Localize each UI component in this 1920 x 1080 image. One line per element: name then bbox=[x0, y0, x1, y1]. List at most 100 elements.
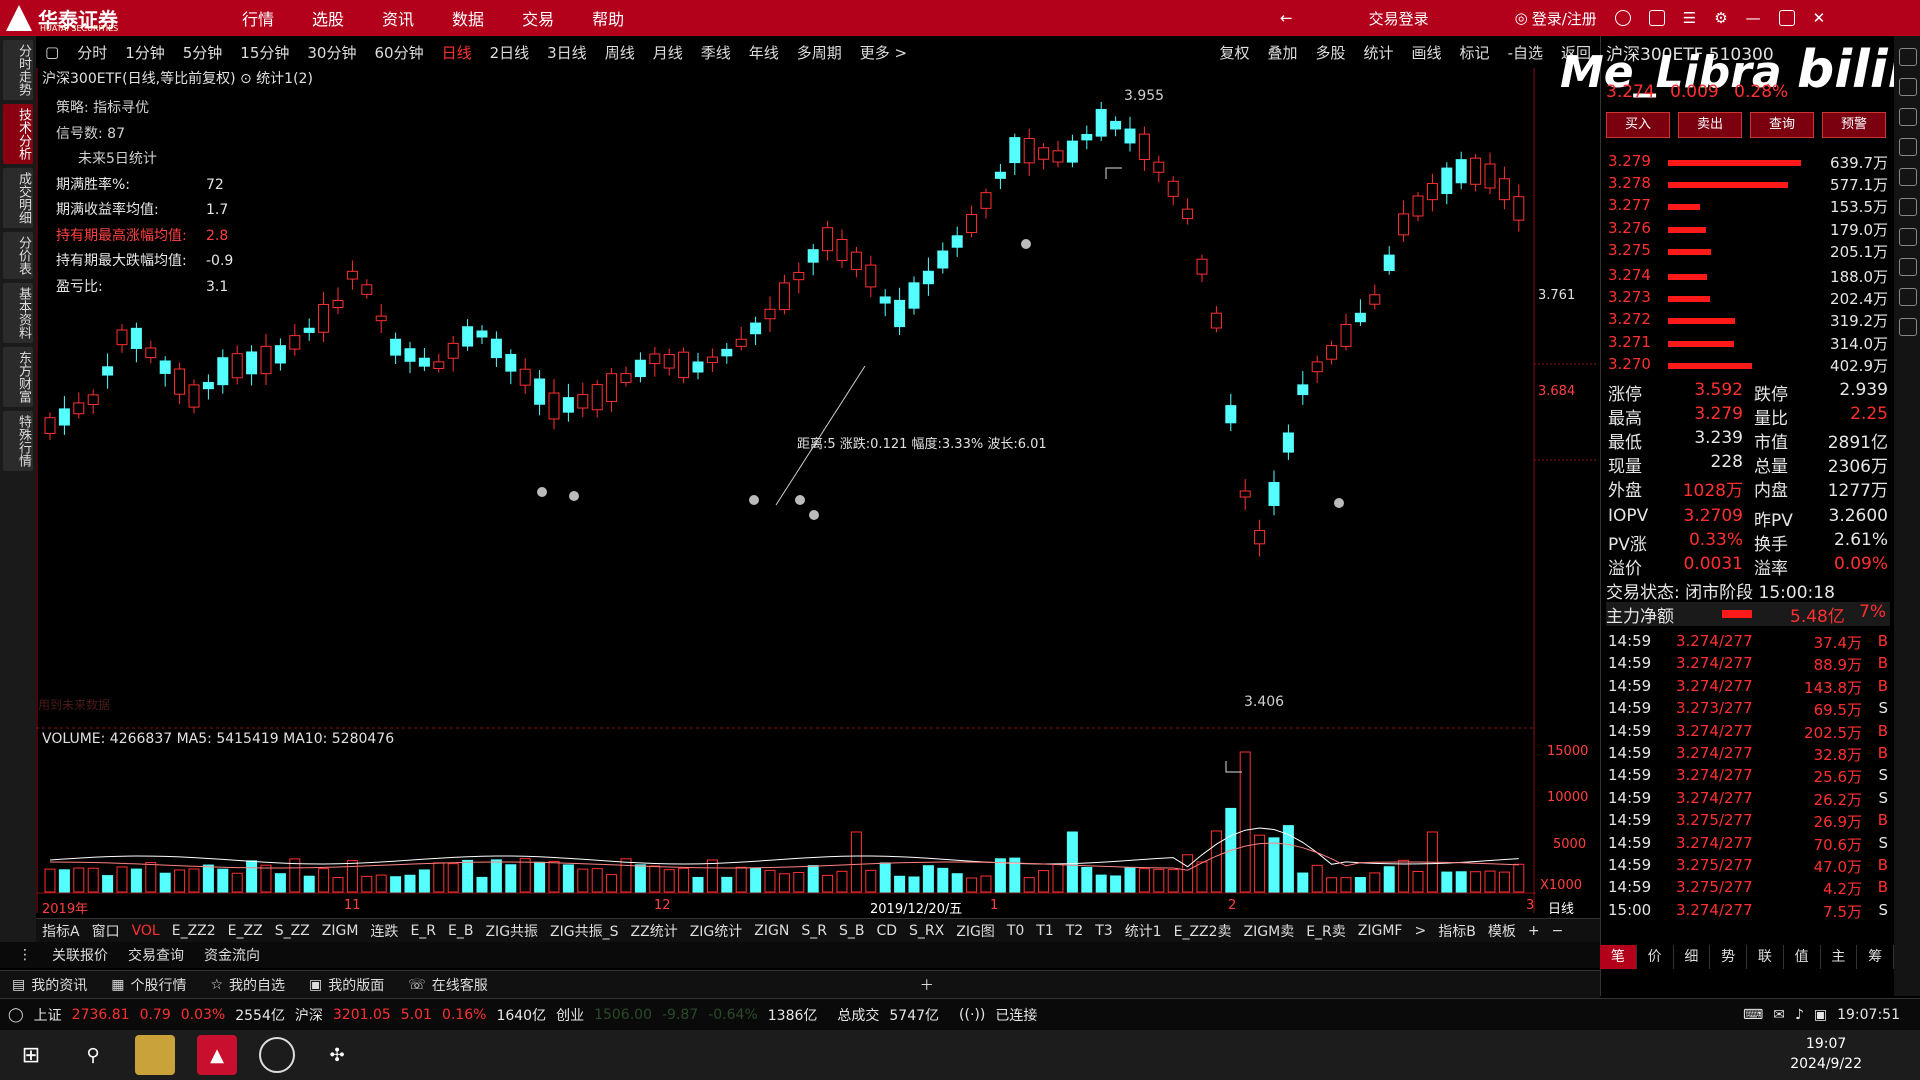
tool-icon[interactable] bbox=[1899, 48, 1917, 66]
query-button[interactable]: 查询 bbox=[1750, 112, 1814, 138]
windows-start-icon[interactable]: ⊞ bbox=[21, 1042, 41, 1068]
indicator-tab[interactable]: 窗口 bbox=[91, 924, 120, 940]
vtab-price-table[interactable]: 分价表 bbox=[3, 232, 33, 279]
refresh-icon[interactable] bbox=[1614, 10, 1631, 26]
order-book-row[interactable]: 3.270 402.9万 bbox=[1608, 355, 1888, 377]
indicator-tab[interactable]: > bbox=[1414, 923, 1427, 939]
back-arrow-icon[interactable]: ← bbox=[1280, 9, 1293, 27]
sh-label[interactable]: 上证 bbox=[33, 1008, 62, 1024]
login-register-link[interactable]: 登录/注册 bbox=[1531, 9, 1597, 28]
list-icon[interactable]: ☰ bbox=[1682, 9, 1697, 27]
period-daily[interactable]: 日线 bbox=[441, 43, 472, 62]
search-icon[interactable]: ⚲ bbox=[86, 1044, 100, 1066]
indicator-tab[interactable]: E_B bbox=[448, 923, 474, 939]
trade-login-button[interactable]: 交易登录 bbox=[1368, 9, 1429, 28]
kline-chart[interactable] bbox=[36, 68, 1600, 918]
period-weekly[interactable]: 周线 bbox=[604, 43, 635, 62]
vtab-technical[interactable]: 技术分析 bbox=[3, 104, 33, 164]
order-book-row[interactable]: 3.277 153.5万 bbox=[1608, 196, 1888, 218]
indicator-tab[interactable]: T0 bbox=[1006, 923, 1025, 939]
indicator-tab[interactable]: E_ZZ bbox=[227, 923, 263, 939]
period-15min[interactable]: 15分钟 bbox=[240, 43, 290, 62]
my-news-link[interactable]: 我的资讯 bbox=[31, 978, 88, 994]
period-monthly[interactable]: 月线 bbox=[652, 43, 683, 62]
order-book-row[interactable]: 3.279 639.7万 bbox=[1608, 152, 1888, 174]
buy-button[interactable]: 买入 bbox=[1606, 112, 1670, 138]
huatai-app-icon[interactable]: ▲ bbox=[197, 1035, 237, 1075]
indicator-tab[interactable]: T1 bbox=[1036, 923, 1054, 939]
tool-icon[interactable] bbox=[1899, 198, 1917, 216]
order-book-row[interactable]: 3.276 179.0万 bbox=[1608, 219, 1888, 241]
indicator-tab[interactable]: ZIGM bbox=[321, 923, 359, 939]
indicator-tab[interactable]: E_ZZ2 bbox=[171, 923, 216, 939]
period-yearly[interactable]: 年线 bbox=[748, 43, 779, 62]
vtab-basic-info[interactable]: 基本资料 bbox=[3, 283, 33, 343]
order-book-row[interactable]: 3.273 202.4万 bbox=[1608, 288, 1888, 310]
period-quarterly[interactable]: 季线 bbox=[700, 43, 731, 62]
app-icon[interactable]: ✣ bbox=[329, 1044, 345, 1066]
browser-icon[interactable] bbox=[259, 1037, 295, 1073]
online-support-link[interactable]: 在线客服 bbox=[431, 978, 488, 994]
indicator-tab[interactable]: ZIG图 bbox=[956, 924, 995, 940]
tab-trade-query[interactable]: 交易查询 bbox=[128, 948, 184, 964]
quote-tab[interactable]: 主 bbox=[1821, 945, 1858, 969]
menu-trade[interactable]: 交易 bbox=[522, 10, 555, 29]
tool-icon[interactable] bbox=[1899, 318, 1917, 336]
chat-icon[interactable]: ✉ bbox=[1773, 1007, 1785, 1023]
indicator-tab[interactable]: ZIG统计 bbox=[689, 924, 743, 940]
quote-tab[interactable]: 笔 bbox=[1600, 945, 1637, 969]
menu-news[interactable]: 资讯 bbox=[382, 10, 415, 29]
add-icon[interactable]: ＋ bbox=[919, 978, 934, 994]
quote-tab[interactable]: 联 bbox=[1747, 945, 1784, 969]
quote-tab[interactable]: 值 bbox=[1784, 945, 1821, 969]
vtab-deals[interactable]: 成交明细 bbox=[3, 168, 33, 228]
tool-icon[interactable] bbox=[1899, 78, 1917, 96]
period-more[interactable]: 更多 > bbox=[859, 43, 908, 62]
indicator-tab[interactable]: ZIG共振 bbox=[485, 924, 539, 940]
indicator-tab[interactable]: 指标B bbox=[1438, 924, 1476, 940]
multi-stock-button[interactable]: 多股 bbox=[1315, 43, 1346, 62]
menu-help[interactable]: 帮助 bbox=[592, 10, 625, 29]
period-multi[interactable]: 多周期 bbox=[796, 43, 842, 62]
user-icon[interactable]: ◎ bbox=[1514, 9, 1528, 27]
camera-icon[interactable]: ▣ bbox=[1813, 1007, 1828, 1023]
indicator-tab[interactable]: 模板 bbox=[1487, 924, 1516, 940]
period-tick[interactable]: 分时 bbox=[77, 43, 108, 62]
indicator-tab[interactable]: ZIG共振_S bbox=[550, 924, 619, 940]
vtab-eastmoney[interactable]: 东方财富 bbox=[3, 347, 33, 407]
indicator-tab[interactable]: 统计1 bbox=[1124, 924, 1162, 940]
stats-button[interactable]: 统计 bbox=[1363, 43, 1394, 62]
stock-quote-link[interactable]: 个股行情 bbox=[130, 978, 187, 994]
period-60min[interactable]: 60分钟 bbox=[374, 43, 424, 62]
indicator-tab[interactable]: S_ZZ bbox=[274, 923, 310, 939]
close-icon[interactable]: ✕ bbox=[1812, 9, 1826, 27]
indicator-tab[interactable]: CD bbox=[876, 923, 898, 939]
sell-button[interactable]: 卖出 bbox=[1678, 112, 1742, 138]
tool-icon[interactable] bbox=[1899, 258, 1917, 276]
order-book-row[interactable]: 3.271 314.0万 bbox=[1608, 333, 1888, 355]
alert-button[interactable]: 预警 bbox=[1822, 112, 1886, 138]
indicator-tab[interactable]: T2 bbox=[1065, 923, 1084, 939]
menu-quotes[interactable]: 行情 bbox=[242, 10, 275, 29]
hs-label[interactable]: 沪深 bbox=[294, 1008, 323, 1024]
order-book-row[interactable]: 3.278 577.1万 bbox=[1608, 174, 1888, 196]
menu-data[interactable]: 数据 bbox=[452, 10, 485, 29]
indicator-tab[interactable]: ZIGN bbox=[754, 923, 790, 939]
watchlist-link[interactable]: 我的自选 bbox=[229, 978, 286, 994]
tool-icon[interactable] bbox=[1899, 168, 1917, 186]
quote-tab[interactable]: 筹 bbox=[1857, 945, 1894, 969]
order-book-row[interactable]: 3.272 319.2万 bbox=[1608, 310, 1888, 332]
quote-tab[interactable]: 细 bbox=[1674, 945, 1711, 969]
remove-watchlist-button[interactable]: -自选 bbox=[1507, 43, 1543, 62]
tool-icon[interactable] bbox=[1899, 138, 1917, 156]
period-2day[interactable]: 2日线 bbox=[489, 43, 530, 62]
file-explorer-icon[interactable] bbox=[135, 1035, 175, 1075]
quote-tab[interactable]: 价 bbox=[1637, 945, 1674, 969]
quote-tab[interactable]: 势 bbox=[1710, 945, 1747, 969]
bell-icon[interactable]: ♪ bbox=[1794, 1007, 1804, 1023]
period-5min[interactable]: 5分钟 bbox=[182, 43, 223, 62]
indicator-tab[interactable]: E_R卖 bbox=[1306, 924, 1346, 940]
indicator-tab[interactable]: − bbox=[1551, 923, 1564, 939]
tool-icon[interactable] bbox=[1899, 288, 1917, 306]
adjust-button[interactable]: 复权 bbox=[1219, 43, 1250, 62]
